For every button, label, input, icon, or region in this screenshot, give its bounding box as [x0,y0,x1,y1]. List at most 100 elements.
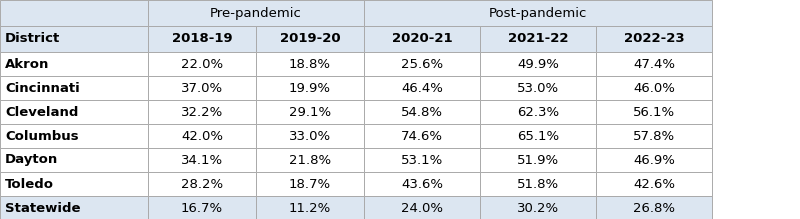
Text: Cleveland: Cleveland [5,106,78,118]
Bar [480,26,596,52]
Bar [256,124,364,148]
Bar [0,172,148,196]
Text: 2020-21: 2020-21 [392,32,452,46]
Text: 42.6%: 42.6% [633,178,675,191]
Bar [0,196,148,219]
Text: 33.0%: 33.0% [289,129,331,143]
Bar [364,124,480,148]
Bar [256,100,364,124]
Bar [256,26,364,52]
Bar [480,196,596,219]
Text: 2018-19: 2018-19 [172,32,232,46]
Bar [480,52,596,76]
Bar [480,124,596,148]
Text: 54.8%: 54.8% [401,106,443,118]
Bar [256,172,364,196]
Text: 46.9%: 46.9% [633,154,675,166]
Text: Columbus: Columbus [5,129,78,143]
Text: 42.0%: 42.0% [181,129,223,143]
Bar [596,26,712,52]
Text: 11.2%: 11.2% [289,201,331,214]
Text: Dayton: Dayton [5,154,58,166]
Bar [364,172,480,196]
Bar [364,196,480,219]
Bar [148,26,256,52]
Text: 53.0%: 53.0% [517,81,559,95]
Text: District: District [5,32,60,46]
Text: 43.6%: 43.6% [401,178,443,191]
Text: 57.8%: 57.8% [633,129,675,143]
Bar [596,100,712,124]
Text: 62.3%: 62.3% [517,106,559,118]
Text: 2019-20: 2019-20 [280,32,340,46]
Bar [148,148,256,172]
Text: 22.0%: 22.0% [181,58,223,71]
Text: Akron: Akron [5,58,50,71]
Text: 51.9%: 51.9% [517,154,559,166]
Text: 18.8%: 18.8% [289,58,331,71]
Bar [148,196,256,219]
Text: 46.0%: 46.0% [633,81,675,95]
Bar [148,52,256,76]
Bar [596,124,712,148]
Bar [0,100,148,124]
Bar [148,172,256,196]
Text: 47.4%: 47.4% [633,58,675,71]
Bar [480,172,596,196]
Bar [596,172,712,196]
Text: 19.9%: 19.9% [289,81,331,95]
Text: 37.0%: 37.0% [181,81,223,95]
Text: 30.2%: 30.2% [517,201,559,214]
Bar [256,52,364,76]
Bar [256,148,364,172]
Bar [596,196,712,219]
Text: Post-pandemic: Post-pandemic [489,7,587,19]
Bar [364,0,712,26]
Text: 46.4%: 46.4% [401,81,443,95]
Text: 65.1%: 65.1% [517,129,559,143]
Text: Cincinnati: Cincinnati [5,81,80,95]
Bar [0,148,148,172]
Bar [596,52,712,76]
Text: 49.9%: 49.9% [517,58,559,71]
Bar [364,148,480,172]
Bar [364,52,480,76]
Bar [256,76,364,100]
Text: 26.8%: 26.8% [633,201,675,214]
Bar [0,0,148,26]
Bar [596,148,712,172]
Text: 16.7%: 16.7% [181,201,223,214]
Text: 32.2%: 32.2% [181,106,223,118]
Text: 34.1%: 34.1% [181,154,223,166]
Text: 2022-23: 2022-23 [624,32,684,46]
Text: 18.7%: 18.7% [289,178,331,191]
Text: Statewide: Statewide [5,201,81,214]
Text: 51.8%: 51.8% [517,178,559,191]
Bar [148,100,256,124]
Bar [480,100,596,124]
Bar [480,148,596,172]
Bar [256,196,364,219]
Text: 25.6%: 25.6% [401,58,443,71]
Bar [0,26,148,52]
Bar [148,124,256,148]
Text: 53.1%: 53.1% [401,154,443,166]
Bar [364,100,480,124]
Bar [0,124,148,148]
Bar [0,52,148,76]
Text: 28.2%: 28.2% [181,178,223,191]
Bar [596,76,712,100]
Text: 21.8%: 21.8% [289,154,331,166]
Bar [364,76,480,100]
Text: Toledo: Toledo [5,178,54,191]
Text: 56.1%: 56.1% [633,106,675,118]
Bar [0,76,148,100]
Bar [364,26,480,52]
Text: 24.0%: 24.0% [401,201,443,214]
Text: 2021-22: 2021-22 [508,32,568,46]
Text: Pre-pandemic: Pre-pandemic [210,7,302,19]
Text: 74.6%: 74.6% [401,129,443,143]
Bar [148,0,364,26]
Bar [480,76,596,100]
Text: 29.1%: 29.1% [289,106,331,118]
